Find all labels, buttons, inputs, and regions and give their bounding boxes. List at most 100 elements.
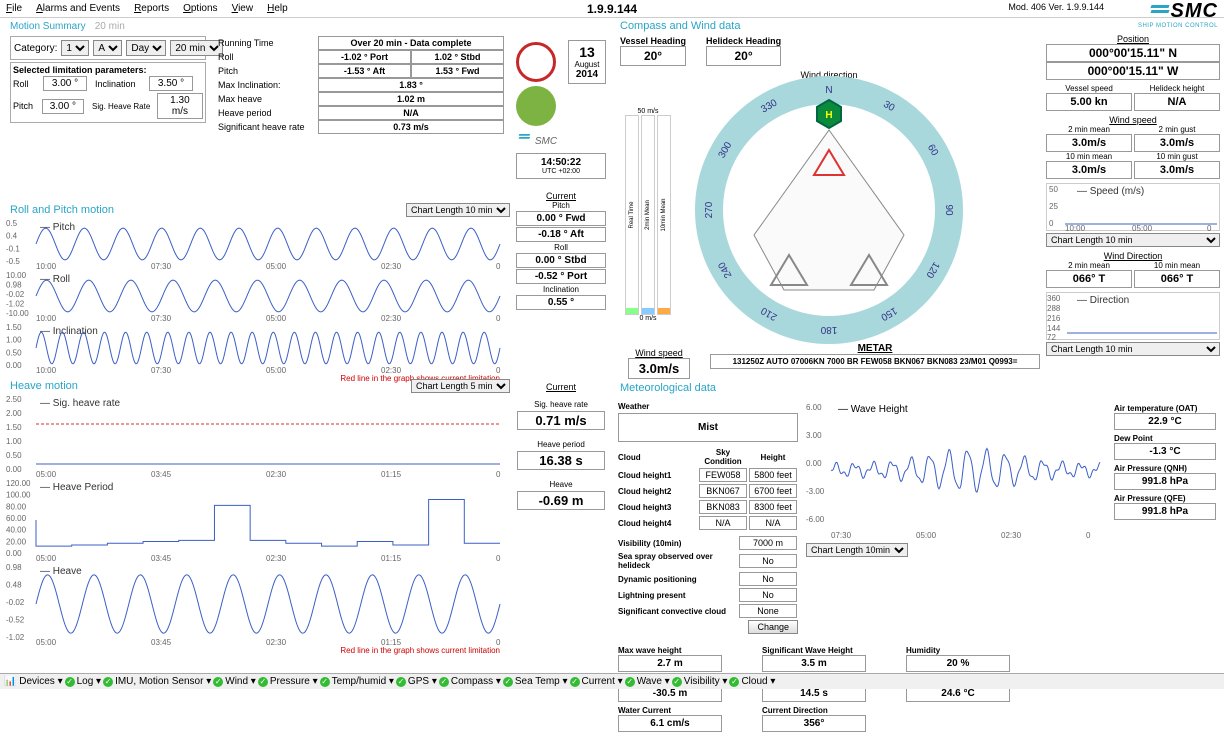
status-visibility[interactable]: ✓ Visibility ▾ bbox=[672, 676, 728, 687]
svg-text:0: 0 bbox=[1207, 224, 1212, 232]
svg-text:03:45: 03:45 bbox=[151, 470, 172, 478]
change-button[interactable]: Change bbox=[748, 620, 798, 634]
svg-text:20.00: 20.00 bbox=[6, 537, 27, 546]
status-gps[interactable]: ✓ GPS ▾ bbox=[396, 676, 437, 687]
meteo-title: Meteorological data bbox=[614, 380, 1220, 396]
wave-chart-len[interactable]: Chart Length 10min bbox=[806, 543, 908, 557]
menu-file[interactable]: File bbox=[6, 3, 22, 14]
status-log[interactable]: ✓ Log ▾ bbox=[65, 676, 101, 687]
right-column: Position 000°00'15.11" N 000°00'15.11" W… bbox=[1046, 34, 1220, 356]
heave-title: Heave motion bbox=[4, 378, 84, 394]
motion-summary-panel: Motion Summary 20 min Category: 1 A Day … bbox=[4, 18, 510, 136]
svg-text:05:00: 05:00 bbox=[1132, 224, 1153, 232]
svg-text:0.50: 0.50 bbox=[6, 348, 22, 357]
svg-text:07:30: 07:30 bbox=[151, 314, 172, 322]
wind-speed-box: Wind speed 3.0m/s bbox=[614, 348, 704, 379]
svg-text:— Wave Height: — Wave Height bbox=[838, 404, 908, 415]
menu-view[interactable]: View bbox=[232, 3, 254, 14]
motion-summary-title: Motion Summary bbox=[10, 21, 86, 32]
svg-text:10:00: 10:00 bbox=[36, 314, 57, 322]
svg-text:02:30: 02:30 bbox=[266, 638, 287, 646]
vessel-heading-label: Vessel Heading bbox=[620, 36, 686, 46]
svg-text:-1.02: -1.02 bbox=[6, 300, 25, 309]
svg-text:0.00: 0.00 bbox=[6, 361, 22, 370]
statusbar: 📊 Devices ▾✓ Log ▾✓ IMU, Motion Sensor ▾… bbox=[0, 673, 1224, 689]
center-column: SMC 13 August 2014 14:50:22 UTC +02:00 C… bbox=[512, 38, 610, 314]
status-devices[interactable]: 📊 Devices ▾ bbox=[4, 676, 63, 687]
svg-text:2.50: 2.50 bbox=[6, 395, 22, 404]
category-select-3[interactable]: Day bbox=[126, 40, 166, 56]
compass-section: Compass and Wind data Vessel Heading20° … bbox=[614, 18, 1044, 350]
wind-speed-bars: 50 m/s Real Time2min Mean10min Mean 0 m/… bbox=[618, 108, 678, 338]
svg-text:— Heave Period: — Heave Period bbox=[40, 482, 113, 493]
menu-options[interactable]: Options bbox=[183, 3, 217, 14]
menu-alarms[interactable]: Alarms and Events bbox=[36, 3, 120, 14]
svg-text:270: 270 bbox=[704, 201, 715, 218]
heave-note: Red line in the graph shows current limi… bbox=[4, 646, 510, 655]
svg-text:07:30: 07:30 bbox=[831, 531, 852, 540]
svg-text:05:00: 05:00 bbox=[36, 638, 57, 646]
svg-text:-6.00: -6.00 bbox=[806, 515, 825, 524]
svg-text:120.00: 120.00 bbox=[6, 479, 31, 488]
svg-text:05:00: 05:00 bbox=[36, 470, 57, 478]
dir-chart-len[interactable]: Chart Length 10 min bbox=[1046, 342, 1220, 356]
heave-section: Heave motion Chart Length 5 min 2.50 2.00… bbox=[4, 378, 510, 655]
svg-text:05:00: 05:00 bbox=[36, 554, 57, 562]
status-temphumid[interactable]: ✓ Temp/humid ▾ bbox=[320, 676, 394, 687]
svg-text:— Pitch: — Pitch bbox=[40, 222, 75, 233]
status-pressure[interactable]: ✓ Pressure ▾ bbox=[258, 676, 318, 687]
meteo-bottom: Max wave height2.7 mDraft-30.5 mWater Cu… bbox=[614, 638, 1220, 740]
svg-text:-10.00: -10.00 bbox=[6, 309, 29, 318]
status-compass[interactable]: ✓ Compass ▾ bbox=[439, 676, 501, 687]
status-cloud[interactable]: ✓ Cloud ▾ bbox=[729, 676, 775, 687]
svg-text:40.00: 40.00 bbox=[6, 526, 27, 535]
svg-text:0: 0 bbox=[496, 638, 501, 646]
svg-text:10.00: 10.00 bbox=[6, 271, 27, 280]
category-controls: Category: 1 A Day 20 min bbox=[10, 36, 206, 60]
status-wind[interactable]: ✓ Wind ▾ bbox=[213, 676, 256, 687]
helideck-heading-value: 20° bbox=[706, 46, 781, 66]
status-seatemp[interactable]: ✓ Sea Temp ▾ bbox=[503, 676, 568, 687]
svg-text:0.50: 0.50 bbox=[6, 451, 22, 460]
svg-text:0.00: 0.00 bbox=[806, 459, 822, 468]
current-values: CurrentPitch0.00 ° Fwd-0.18 ° AftRoll0.0… bbox=[516, 191, 606, 310]
svg-text:10:00: 10:00 bbox=[1065, 224, 1086, 232]
compass-rose: N306090120150180210240270300330 H bbox=[689, 70, 969, 350]
heave-chartlen[interactable]: Chart Length 5 min bbox=[411, 379, 510, 393]
svg-text:3.00: 3.00 bbox=[806, 431, 822, 440]
status-wave[interactable]: ✓ Wave ▾ bbox=[625, 676, 670, 687]
category-select-1[interactable]: 1 bbox=[61, 40, 89, 56]
svg-text:0.5: 0.5 bbox=[6, 219, 18, 228]
vessel-heading-value: 20° bbox=[620, 46, 686, 66]
svg-text:1.50: 1.50 bbox=[6, 423, 22, 432]
green-indicator bbox=[516, 86, 556, 126]
menu-reports[interactable]: Reports bbox=[134, 3, 169, 14]
menu-help[interactable]: Help bbox=[267, 3, 288, 14]
status-imumotionsensor[interactable]: ✓ IMU, Motion Sensor ▾ bbox=[103, 676, 211, 687]
svg-text:144: 144 bbox=[1047, 324, 1061, 333]
helideck-height: N/A bbox=[1134, 93, 1220, 111]
status-current[interactable]: ✓ Current ▾ bbox=[570, 676, 623, 687]
svg-text:2.00: 2.00 bbox=[6, 409, 22, 418]
svg-text:216: 216 bbox=[1047, 314, 1061, 323]
compass-title: Compass and Wind data bbox=[614, 18, 1044, 34]
mod-version: Mod. 406 Ver. 1.9.9.144 bbox=[1008, 2, 1104, 12]
svg-text:05:00: 05:00 bbox=[916, 531, 937, 540]
svg-text:0: 0 bbox=[496, 470, 501, 478]
svg-text:72: 72 bbox=[1047, 333, 1056, 341]
svg-text:H: H bbox=[825, 110, 832, 121]
category-select-4[interactable]: 20 min bbox=[170, 40, 223, 56]
svg-text:0.98: 0.98 bbox=[6, 563, 22, 572]
speed-chart-len[interactable]: Chart Length 10 min bbox=[1046, 233, 1220, 247]
svg-text:10:00: 10:00 bbox=[36, 366, 57, 374]
svg-text:-0.1: -0.1 bbox=[6, 244, 20, 253]
svg-text:100.00: 100.00 bbox=[6, 491, 31, 500]
roll-pitch-chartlen[interactable]: Chart Length 10 min bbox=[406, 203, 510, 217]
svg-text:0: 0 bbox=[496, 554, 501, 562]
svg-text:1.50: 1.50 bbox=[6, 323, 22, 332]
svg-text:0: 0 bbox=[496, 314, 501, 322]
wave-height-chart: — Wave Height6.003.000.00-3.00-6.0007:30… bbox=[806, 400, 1106, 634]
svg-text:90: 90 bbox=[943, 204, 954, 216]
meteo-left: Weather Mist CloudSky ConditionHeight Cl… bbox=[618, 400, 798, 634]
category-select-2[interactable]: A bbox=[93, 40, 122, 56]
